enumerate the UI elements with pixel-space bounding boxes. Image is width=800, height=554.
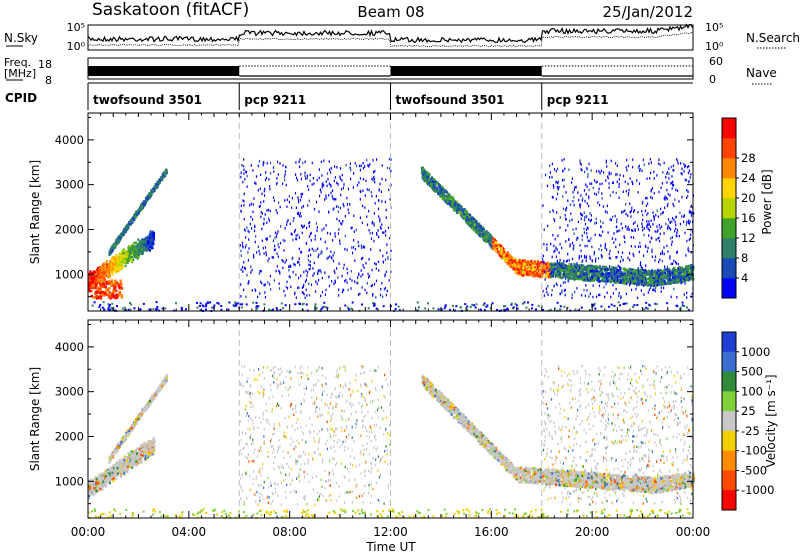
power-panel: 1000 2000 3000 4000 Slant Range [km] 4 8 12 16… <box>28 112 774 312</box>
y-tick-label: 1000 <box>55 267 84 281</box>
freq-tick-top: 18 <box>38 58 52 71</box>
cpid-segments: twofsound 3501 pcp 9211 twofsound 3501 pcp … <box>87 83 609 110</box>
cpid-label: CPID <box>5 91 37 105</box>
nsky-panel: N.Sky 10⁵ 10⁰ 10⁵ 10⁰ N.Search <box>4 21 800 53</box>
colorbar-frame <box>721 117 737 299</box>
cpid-segment-label: pcp 9211 <box>547 93 609 107</box>
velocity-panel: 1000 2000 3000 4000 00:00 04:00 08:00 12:00 16:… <box>28 319 778 554</box>
colorbar-swatch <box>722 238 736 259</box>
velocity-data <box>88 364 695 520</box>
colorbar-swatch <box>722 218 736 239</box>
velocity-colorbar: 1000 500 100 25 -25 -100 -500 -1000 <box>721 331 774 511</box>
colorbar-swatch <box>722 138 736 159</box>
colorbar-tick-label: 100 <box>741 384 763 398</box>
station-title: Saskatoon (fitACF) <box>92 0 249 20</box>
power-y-ticks: 1000 2000 3000 4000 <box>55 116 693 298</box>
colorbar-tick-label: -100 <box>741 444 767 458</box>
colorbar-swatch <box>722 278 736 299</box>
colorbar-tick-label: 16 <box>741 211 756 225</box>
nsearch-tick-top: 10⁵ <box>705 21 723 34</box>
colorbar-swatch <box>722 391 736 412</box>
colorbar-tick-label: 500 <box>741 365 763 379</box>
colorbar-frame <box>721 331 737 511</box>
colorbar-swatch <box>722 198 736 219</box>
colorbar-tick-label: -500 <box>741 463 767 477</box>
nave-label: Nave <box>746 66 777 80</box>
power-colorbar-label: Power [dB] <box>760 169 774 234</box>
velocity-boundaries <box>238 320 543 518</box>
cpid-segment-label: twofsound 3501 <box>396 93 505 107</box>
nsky-trace <box>87 23 694 48</box>
y-tick-label: 2000 <box>55 222 84 236</box>
nave-tick-top: 60 <box>709 55 723 68</box>
x-tick-label: 16:00 <box>474 525 509 539</box>
colorbar-swatch <box>722 178 736 199</box>
velocity-colorbar-label: Velocity [m s⁻¹] <box>764 374 778 467</box>
power-data <box>88 157 695 312</box>
y-tick-label: 4000 <box>55 133 84 147</box>
colorbar-tick-label: -1000 <box>741 483 774 497</box>
cpid-segment-label: pcp 9211 <box>244 93 306 107</box>
freq-panel: Freq. [MHz] 18 8 60 0 Nave <box>4 55 777 87</box>
colorbar-swatch <box>722 411 736 432</box>
freq-trace <box>88 65 693 77</box>
velocity-ylabel: Slant Range [km] <box>28 367 42 471</box>
colorbar-swatch <box>722 490 736 511</box>
nsearch-tick-bottom: 10⁰ <box>705 40 724 53</box>
date-title: 25/Jan/2012 <box>603 3 694 21</box>
nsky-label: N.Sky <box>4 31 38 45</box>
freq-label-line1: Freq. <box>4 56 31 69</box>
colorbar-swatch <box>722 351 736 372</box>
colorbar-swatch <box>722 332 736 353</box>
cpid-panel: CPID twofsound 3501 pcp 9211 twofsound 350… <box>5 82 693 110</box>
colorbar-tick-label: 12 <box>741 231 756 245</box>
cpid-segment-label: twofsound 3501 <box>93 93 202 107</box>
x-tick-label: 20:00 <box>575 525 610 539</box>
colorbar-swatch <box>722 371 736 392</box>
x-tick-label: 12:00 <box>373 525 408 539</box>
colorbar-tick-label: 28 <box>741 151 756 165</box>
velocity-y-ticks: 1000 2000 3000 4000 <box>55 323 693 505</box>
colorbar-tick-label: 25 <box>741 404 756 418</box>
nsearch-label: N.Search <box>746 31 800 45</box>
colorbar-tick-label: 8 <box>741 251 748 265</box>
y-tick-label: 3000 <box>55 178 84 192</box>
power-boundaries <box>238 113 543 311</box>
velocity-x-ticks: 00:00 04:00 08:00 12:00 16:00 20:00 00:00 <box>71 320 711 539</box>
nsky-tick-bottom: 10⁰ <box>67 40 86 53</box>
power-colorbar: 4 8 12 16 20 24 28 <box>721 117 756 299</box>
nsky-frame <box>87 24 694 51</box>
freq-band <box>390 66 542 76</box>
colorbar-tick-label: -25 <box>741 424 760 438</box>
nsky-tick-top: 10⁵ <box>67 21 85 34</box>
y-tick-label: 3000 <box>55 385 84 399</box>
colorbar-swatch <box>722 470 736 491</box>
y-tick-label: 1000 <box>55 474 84 488</box>
freq-label-line2: [MHz] <box>4 67 36 80</box>
colorbar-swatch <box>722 258 736 279</box>
x-tick-label: 00:00 <box>676 525 711 539</box>
freq-tick-bottom: 8 <box>45 74 52 87</box>
y-tick-label: 2000 <box>55 429 84 443</box>
velocity-colorbar-label-text: Velocity [m s⁻¹] <box>764 374 778 467</box>
x-tick-label: 04:00 <box>172 525 207 539</box>
power-x-ticks <box>87 113 694 311</box>
power-ylabel: Slant Range [km] <box>28 160 42 264</box>
colorbar-tick-label: 1000 <box>741 345 770 359</box>
freq-band <box>88 66 240 76</box>
colorbar-swatch <box>722 118 736 139</box>
colorbar-tick-label: 4 <box>741 271 748 285</box>
x-tick-label: 00:00 <box>71 525 106 539</box>
colorbar-tick-label: 20 <box>741 191 756 205</box>
colorbar-swatch <box>722 158 736 179</box>
nave-tick-bottom: 0 <box>709 73 716 86</box>
x-tick-label: 08:00 <box>272 525 307 539</box>
y-tick-label: 4000 <box>55 340 84 354</box>
colorbar-tick-label: 24 <box>741 171 756 185</box>
colorbar-swatch <box>722 450 736 471</box>
x-axis-label: Time UT <box>365 540 416 554</box>
colorbar-swatch <box>722 430 736 451</box>
beam-title: Beam 08 <box>357 3 424 21</box>
